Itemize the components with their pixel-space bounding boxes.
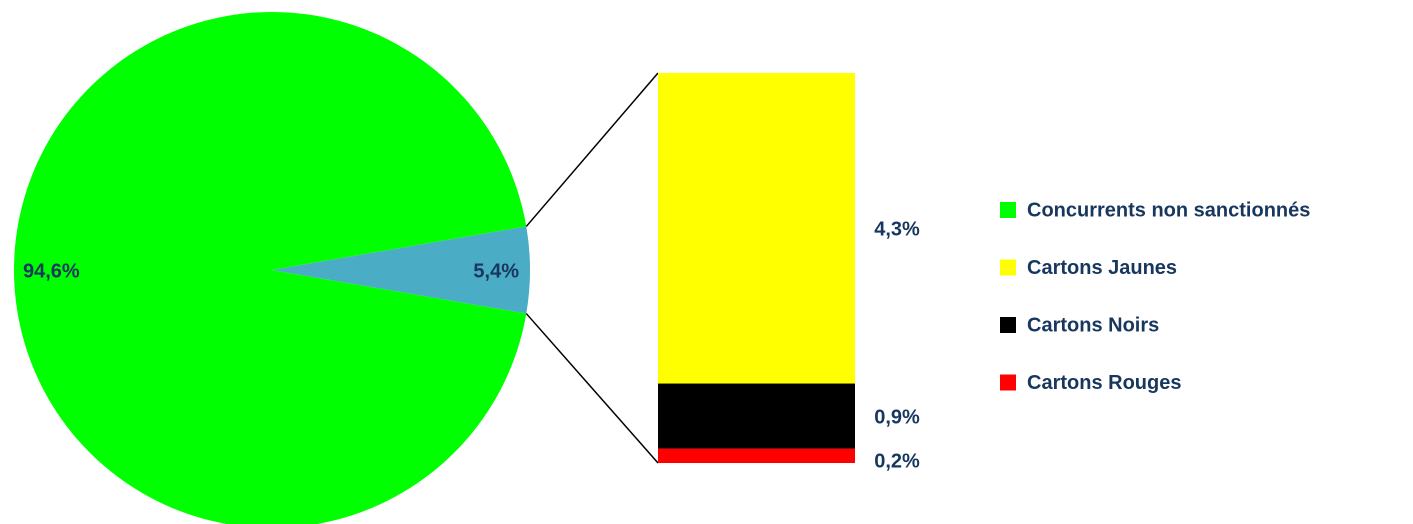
bar-segment bbox=[658, 384, 855, 449]
legend-label: Cartons Rouges bbox=[1027, 372, 1181, 394]
data-label: 0,2% bbox=[874, 450, 920, 472]
legend-swatch bbox=[1000, 202, 1016, 218]
data-label: 4,3% bbox=[874, 219, 920, 241]
bar-segment bbox=[658, 73, 855, 384]
legend-label: Concurrents non sanctionnés bbox=[1027, 199, 1310, 221]
data-label: 5,4% bbox=[473, 260, 519, 282]
legend-label: Cartons Jaunes bbox=[1027, 257, 1177, 279]
data-label: 0,9% bbox=[874, 406, 920, 428]
data-label: 94,6% bbox=[23, 260, 80, 282]
connector-line bbox=[526, 73, 658, 226]
legend-label: Cartons Noirs bbox=[1027, 314, 1159, 336]
bar-segment bbox=[658, 449, 855, 463]
legend-swatch bbox=[1000, 375, 1016, 391]
connector-line bbox=[526, 314, 658, 463]
legend-swatch bbox=[1000, 317, 1016, 333]
chart: 94,6% 5,4% 4,3% 0,9% 0,2% Concurrents non san… bbox=[0, 0, 1413, 524]
legend-swatch bbox=[1000, 260, 1016, 276]
